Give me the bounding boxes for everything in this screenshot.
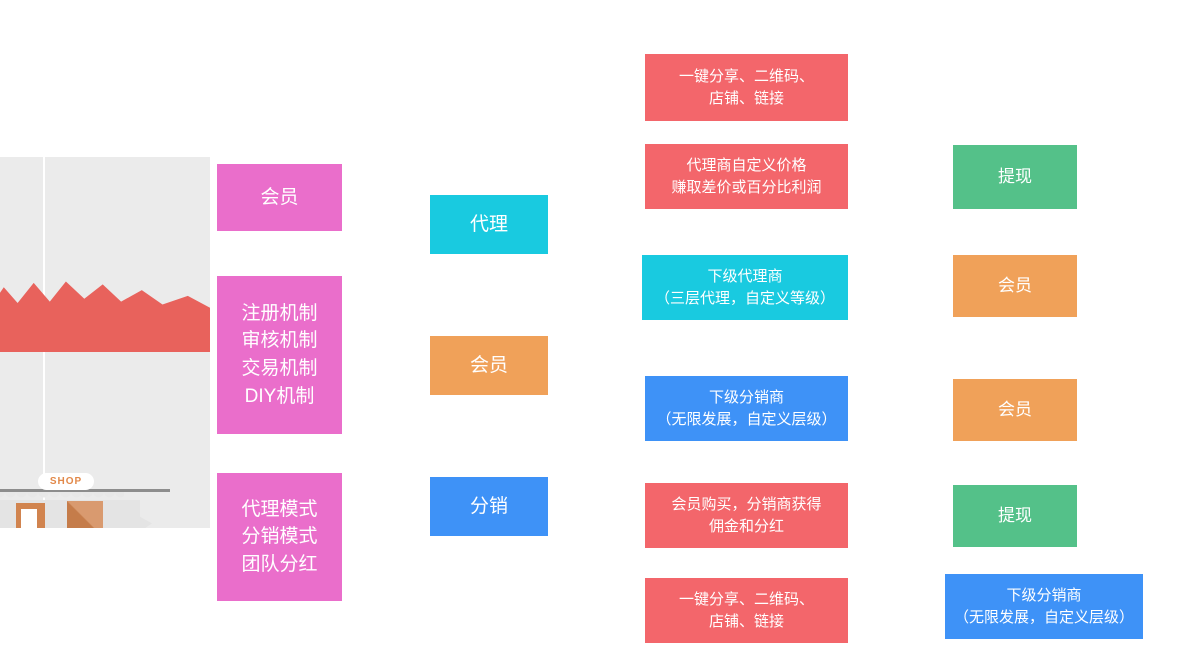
shop-window-highlight-icon	[67, 501, 103, 528]
flow-box-line: （无限发展，自定义层级）	[656, 410, 837, 428]
flow-box-line: 店铺、链接	[708, 612, 784, 630]
flow-box-line: 下级代理商	[707, 267, 783, 285]
flow-box-line: 会员购买，分销商获得	[671, 495, 822, 513]
flow-box-outcomes-withdraw-distributor[interactable]: 提现	[953, 485, 1077, 547]
shop-window-icon	[67, 501, 103, 528]
flow-box-features-mechanisms[interactable]: 注册机制审核机制交易机制 DIY机制	[217, 276, 342, 434]
flow-box-line: 提现	[998, 166, 1032, 186]
flow-box-line: 注册机制	[241, 302, 318, 324]
flow-box-line: 一键分享、二维码、	[678, 590, 814, 608]
flow-box-actions-sub-agent[interactable]: 下级代理商 （三层代理，自定义等级）	[642, 255, 848, 320]
flow-box-line: 交易机制	[241, 358, 318, 379]
flow-box-line: 下级分销商	[1006, 586, 1082, 604]
flow-box-line: 赚取差价或百分比利润	[671, 178, 822, 196]
flow-box-outcomes-member-2[interactable]: 会员	[953, 379, 1077, 441]
flow-box-line: （三层代理，自定义等级）	[654, 289, 835, 307]
flow-box-actions-member-purchase[interactable]: 会员购买，分销商获得 佣金和分红	[645, 483, 848, 548]
flow-box-line: 审核机制	[241, 330, 318, 352]
flow-box-actions-sub-distributor[interactable]: 下级分销商 （无限发展，自定义层级）	[645, 376, 848, 441]
shop-sign-pole-icon	[0, 489, 170, 492]
flow-box-line: 分销	[469, 495, 508, 517]
flow-box-line: 分销模式	[241, 526, 318, 548]
shop-sign-label: SHOP	[38, 473, 94, 490]
flow-box-line: DIY机制	[244, 385, 315, 407]
flow-box-line: 店铺、链接	[708, 89, 784, 107]
flow-box-line: 代理	[469, 213, 508, 235]
mountain-band-icon	[0, 281, 210, 352]
flow-box-line: 会员	[260, 186, 299, 208]
flow-box-actions-agent-pricing[interactable]: 代理商自定义价格 赚取差价或百分比利润	[645, 144, 848, 209]
flow-box-line: 下级分销商	[708, 388, 784, 406]
flow-box-line: （无限发展，自定义层级）	[953, 608, 1134, 626]
flow-box-actions-share-distributor[interactable]: 一键分享、二维码、 店铺、链接	[645, 578, 848, 643]
flow-box-line: 代理模式	[241, 498, 318, 520]
flow-box-line: 代理商自定义价格	[686, 156, 807, 174]
shop-awning-icon	[0, 492, 124, 503]
flow-box-features-modes[interactable]: 代理模式分销模式团队分红	[217, 473, 342, 601]
flow-box-roles-distribution[interactable]: 分销	[430, 477, 548, 536]
flow-box-line: 会员	[998, 399, 1032, 419]
flow-box-line: 佣金和分红	[708, 517, 784, 535]
flow-box-line: 会员	[998, 275, 1032, 295]
flow-box-line: 提现	[998, 505, 1032, 525]
flow-box-outcomes-withdraw-agent[interactable]: 提现	[953, 145, 1077, 209]
flow-box-outcomes-sub-distributor-2[interactable]: 下级分销商 （无限发展，自定义层级）	[945, 574, 1143, 639]
shop-door-window-icon	[21, 509, 37, 528]
flow-box-line: 会员	[469, 354, 508, 376]
flow-box-features-member[interactable]: 会员	[217, 164, 342, 231]
flow-box-roles-member[interactable]: 会员	[430, 336, 548, 395]
flow-box-roles-agent[interactable]: 代理	[430, 195, 548, 254]
flow-box-outcomes-member-1[interactable]: 会员	[953, 255, 1077, 317]
flow-box-line: 团队分红	[241, 553, 318, 575]
illustration-panel: SHOP 开启智能分销时代开启智能分销时代	[0, 157, 210, 528]
flow-box-line: 一键分享、二维码、	[678, 67, 814, 85]
flow-box-actions-share-agent[interactable]: 一键分享、二维码、 店铺、链接	[645, 54, 848, 121]
